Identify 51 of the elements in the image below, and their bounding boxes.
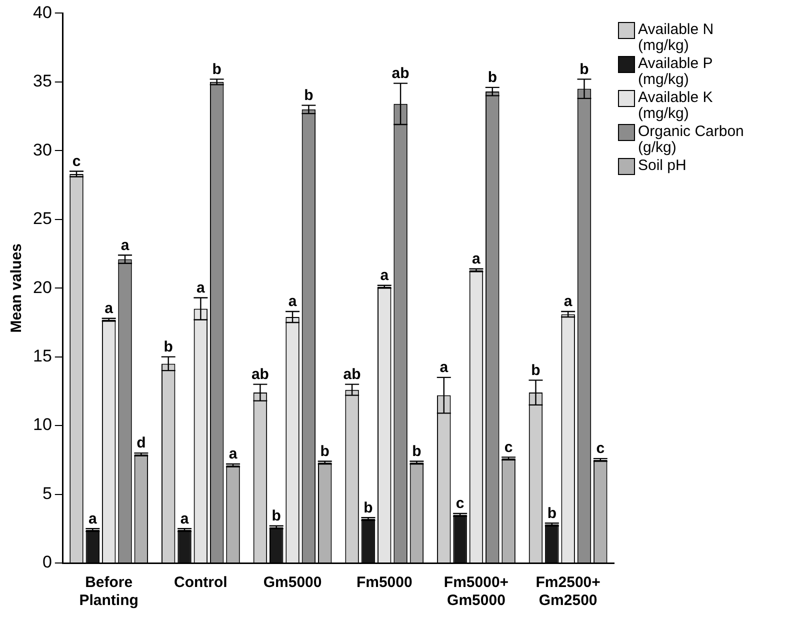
x-tick-label: Fm2500+ Gm2500 [536, 574, 601, 610]
y-axis-title: Mean values [8, 243, 26, 333]
data-label: ab [251, 366, 269, 383]
y-tick-label: 5 [42, 484, 52, 503]
data-label: a [472, 250, 482, 268]
data-label: c [456, 495, 464, 512]
data-label: a [564, 293, 573, 310]
y-tick-label: 40 [32, 2, 52, 22]
data-label: b [320, 442, 330, 460]
data-label: a [88, 510, 98, 528]
data-label: c [72, 152, 81, 170]
data-label: a [288, 293, 298, 310]
data-label: c [596, 440, 605, 458]
data-label: c [504, 438, 513, 456]
y-tick-label: 15 [32, 346, 52, 366]
legend-label: Available N (mg/kg) [638, 21, 715, 54]
legend-label: Organic Carbon (g/kg) [638, 123, 745, 156]
data-label: ab [343, 366, 361, 383]
data-label: b [531, 362, 540, 379]
y-tick-label: 35 [32, 72, 52, 91]
data-label: b [364, 499, 373, 516]
x-tick-label: Fm5000+ Gm5000 [444, 574, 509, 610]
data-label: b [580, 60, 589, 78]
data-label: d [136, 434, 146, 452]
legend-label: Soil pH [638, 157, 686, 174]
data-label: b [272, 508, 281, 525]
x-tick-label: Fm5000 [356, 574, 412, 592]
x-tick-label: Gm5000 [263, 574, 322, 592]
y-tick-label: 30 [32, 140, 52, 160]
data-label: a [104, 300, 114, 317]
data-label: ab [392, 64, 410, 82]
data-label: a [120, 236, 130, 254]
data-label: b [212, 60, 222, 78]
data-label: b [304, 86, 314, 104]
y-tick-label: 0 [42, 552, 52, 572]
y-tick-label: 10 [32, 415, 52, 434]
data-label: a [196, 279, 206, 296]
data-label: b [547, 504, 556, 522]
data-label: a [228, 446, 238, 463]
data-label: b [164, 338, 173, 356]
y-tick-label: 25 [32, 209, 52, 228]
legend-label: Available K (mg/kg) [638, 89, 714, 122]
data-label: a [180, 510, 190, 528]
y-tick-label: 20 [32, 278, 52, 297]
data-label: b [488, 69, 497, 86]
legend-label: Available P (mg/kg) [638, 55, 714, 88]
x-tick-label: Control [174, 574, 228, 592]
data-label: a [440, 359, 449, 376]
x-tick-label: Before Planting [79, 574, 138, 610]
data-label: b [412, 442, 422, 460]
data-label: a [380, 266, 390, 284]
